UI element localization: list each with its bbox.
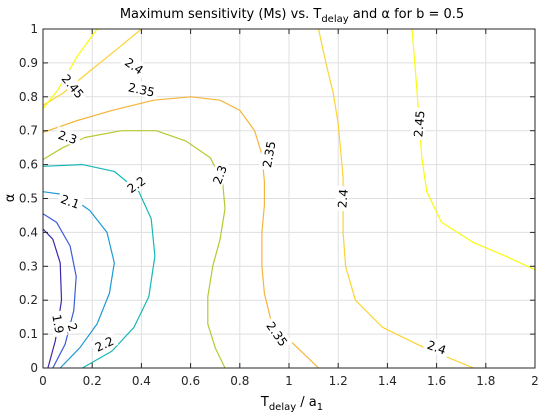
contour-label-bg: [422, 335, 452, 358]
contour-line-2-45: [411, 28, 536, 271]
contour-label-bg: [124, 78, 159, 100]
y-axis-label: α: [3, 194, 18, 203]
plot-area: 1.922.12.22.22.32.32.352.352.352.42.42.4…: [19, 22, 539, 388]
x-tick-label: 1.4: [378, 374, 397, 388]
contour-label-text: 2.3: [210, 163, 230, 186]
y-tick-label: 1: [30, 22, 38, 36]
x-tick-label: 1.8: [476, 374, 495, 388]
contour-label: 2.45: [410, 107, 428, 141]
contour-label: 2.1: [56, 190, 85, 212]
contour-label: 2.35: [124, 78, 159, 100]
y-tick-label: 0.4: [19, 225, 38, 239]
contour-label-bg: [121, 171, 151, 197]
contour-label-text: 2: [65, 321, 81, 333]
y-tick-label: 0.8: [19, 90, 38, 104]
x-tick-label: 1.6: [427, 374, 446, 388]
y-tick-label: 0.5: [19, 192, 38, 206]
contour-label-text: 2.35: [127, 80, 156, 99]
contour-label: 2: [64, 319, 82, 335]
contour-label-bg: [56, 190, 85, 212]
y-tick-label: 0.1: [19, 327, 38, 341]
y-tick-label: 0.9: [19, 56, 38, 70]
contour-label-bg: [49, 310, 68, 338]
chart-title: Maximum sensitivity (Ms) vs. Tdelay and …: [120, 7, 464, 25]
contour-label-bg: [262, 316, 293, 351]
contour-label: 2.4: [422, 335, 452, 358]
contour-label-bg: [53, 126, 82, 148]
contour-line-2-2: [42, 164, 156, 369]
contour-label: 2.35: [258, 137, 279, 172]
contour-label-bg: [120, 52, 149, 79]
contour-label-text: 2.4: [425, 338, 448, 358]
y-tick-label: 0.6: [19, 158, 38, 172]
contour-label: 1.9: [49, 310, 68, 338]
x-tick-label: 0.2: [83, 374, 102, 388]
x-tick-label: 0: [39, 374, 47, 388]
x-tick-label: 2: [531, 374, 539, 388]
contour-label-text: 1.9: [49, 313, 66, 334]
contour-label-text: 2.3: [56, 128, 78, 147]
contour-label-bg: [410, 107, 427, 141]
y-tick-label: 0: [30, 361, 38, 375]
contour-label-bg: [89, 331, 119, 356]
contour-label: 2.4: [334, 185, 351, 212]
contour-label: 2.3: [208, 160, 231, 189]
contour-label-bg: [64, 319, 82, 335]
contour-label-bg: [208, 160, 231, 189]
contour-line-2-4: [42, 28, 142, 106]
x-axis-label: Tdelay / a1: [260, 395, 323, 413]
x-tick-label: 1: [285, 374, 293, 388]
contour-label-text: 2.4: [335, 188, 351, 208]
contour-label-bg: [258, 137, 278, 172]
y-tick-label: 0.7: [19, 124, 38, 138]
contour-label-text: 2.35: [260, 140, 278, 169]
y-tick-label: 0.2: [19, 293, 38, 307]
y-tick-label: 0.3: [19, 259, 38, 273]
contour-line-1-9: [42, 228, 63, 369]
contour-label-text: 2.45: [411, 110, 427, 138]
x-tick-label: 0.4: [132, 374, 151, 388]
contour-line-2: [42, 213, 77, 369]
contour-label: 2.3: [53, 126, 82, 148]
contour-label-bg: [57, 69, 89, 103]
x-tick-label: 0.8: [230, 374, 249, 388]
contour-label-bg: [334, 185, 351, 212]
x-tick-label: 1.2: [329, 374, 348, 388]
x-tick-label: 0.6: [181, 374, 200, 388]
contour-label-text: 2.1: [59, 192, 82, 212]
